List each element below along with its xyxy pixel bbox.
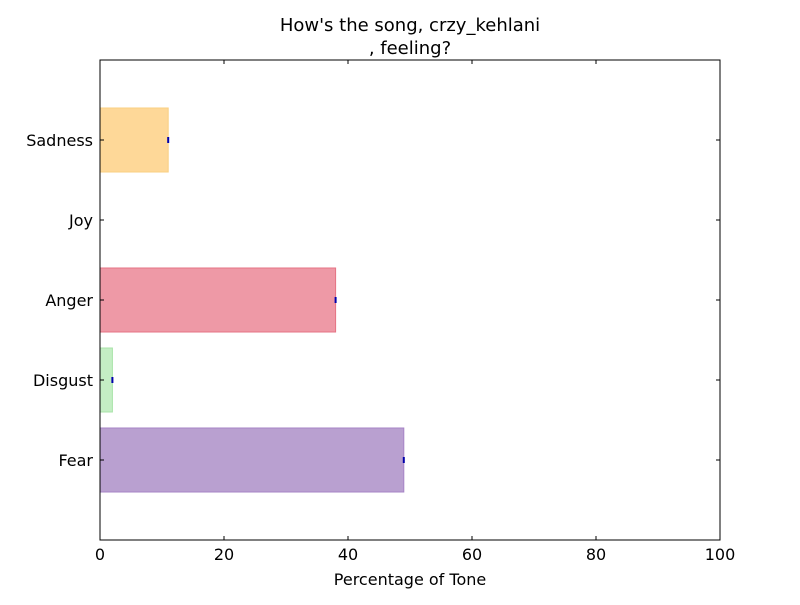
y-tick-label-sadness: Sadness	[26, 131, 93, 150]
x-tick-label-40: 40	[338, 545, 358, 564]
x-tick-label-20: 20	[214, 545, 234, 564]
y-tick-label-anger: Anger	[45, 291, 93, 310]
bar-sadness	[99, 107, 169, 173]
x-tick-label-100: 100	[705, 545, 736, 564]
ticks-layer: Fear Disgust Anger Joy Sadness 0 20 40 60 80 100	[26, 60, 735, 564]
x-tick-label-0: 0	[95, 545, 105, 564]
x-tick-label-80: 80	[586, 545, 606, 564]
chart-title: How's the song, crzy_kehlani , feeling?	[280, 15, 540, 59]
x-tick-label-60: 60	[462, 545, 482, 564]
bar-fear	[99, 427, 405, 493]
bar-anger	[99, 267, 337, 333]
y-tick-label-fear: Fear	[58, 451, 93, 470]
y-tick-label-disgust: Disgust	[33, 371, 93, 390]
y-tick-label-joy: Joy	[68, 211, 93, 230]
chart-title-line-2: , feeling?	[369, 38, 451, 59]
x-axis-label: Percentage of Tone	[334, 570, 486, 589]
bars-layer	[99, 107, 405, 493]
chart-title-line-1: How's the song, crzy_kehlani	[280, 15, 540, 36]
